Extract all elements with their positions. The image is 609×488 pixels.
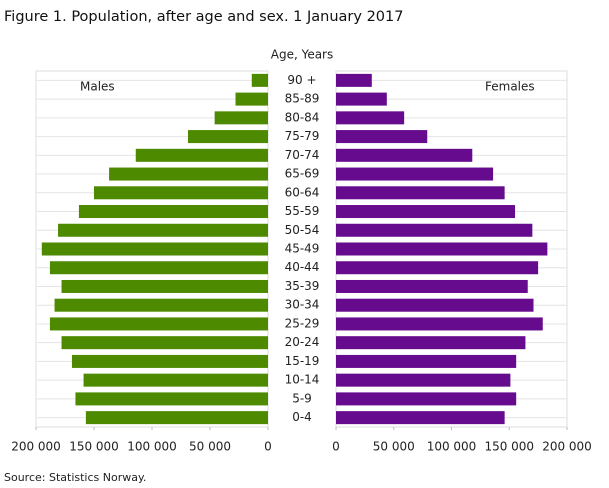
bar bbox=[109, 167, 268, 181]
x-tick-label: 200 000 bbox=[11, 440, 61, 454]
bar bbox=[336, 186, 505, 200]
category-label: 15-19 bbox=[285, 354, 320, 368]
bar bbox=[336, 73, 372, 87]
category-label: 75-79 bbox=[285, 129, 320, 143]
category-label: 25-29 bbox=[285, 316, 320, 330]
x-tick-label: 0 bbox=[264, 440, 272, 454]
legend-label: Males bbox=[80, 80, 115, 94]
bar bbox=[336, 261, 539, 275]
bar bbox=[336, 336, 526, 350]
bar bbox=[336, 373, 511, 387]
category-label: 5-9 bbox=[292, 391, 312, 405]
bar bbox=[251, 73, 268, 87]
bar bbox=[85, 411, 268, 425]
bar bbox=[214, 111, 268, 125]
x-tick-label: 50 000 bbox=[189, 440, 231, 454]
bar bbox=[336, 223, 533, 237]
category-label: 30-34 bbox=[285, 298, 320, 312]
bar bbox=[78, 205, 268, 219]
bar bbox=[336, 167, 494, 181]
bar bbox=[336, 298, 534, 312]
bar bbox=[336, 279, 528, 293]
bar bbox=[61, 279, 268, 293]
category-label: 65-69 bbox=[285, 167, 320, 181]
x-tick-label: 0 bbox=[332, 440, 340, 454]
bar bbox=[135, 148, 268, 162]
bar bbox=[336, 411, 505, 425]
category-label: 10-14 bbox=[285, 373, 320, 387]
bar bbox=[235, 92, 268, 106]
x-tick-label: 100 000 bbox=[427, 440, 477, 454]
bar bbox=[94, 186, 268, 200]
bar bbox=[41, 242, 268, 256]
y-axis-label: Age, Years bbox=[271, 48, 334, 62]
x-tick-label: 150 000 bbox=[484, 440, 534, 454]
bar bbox=[336, 354, 517, 368]
bar bbox=[58, 223, 268, 237]
category-label: 85-89 bbox=[285, 92, 320, 106]
category-label: 90 + bbox=[287, 73, 316, 87]
bar bbox=[336, 130, 428, 144]
bar bbox=[61, 336, 268, 350]
bar bbox=[336, 148, 473, 162]
bar bbox=[336, 111, 405, 125]
source: Source: Statistics Norway. bbox=[4, 471, 146, 484]
bar bbox=[336, 205, 516, 219]
bar bbox=[336, 392, 517, 406]
bar bbox=[49, 261, 268, 275]
bar bbox=[187, 130, 268, 144]
x-tick-label: 50 000 bbox=[373, 440, 415, 454]
category-label: 60-64 bbox=[285, 185, 320, 199]
category-label: 45-49 bbox=[285, 242, 320, 256]
x-tick-label: 100 000 bbox=[127, 440, 177, 454]
category-label: 0-4 bbox=[292, 410, 312, 424]
bar bbox=[83, 373, 268, 387]
bar bbox=[71, 354, 269, 368]
bar bbox=[49, 317, 268, 331]
bar bbox=[75, 392, 268, 406]
bar bbox=[336, 92, 387, 106]
category-label: 70-74 bbox=[285, 148, 320, 162]
legend-label: Females bbox=[485, 80, 535, 94]
category-label: 50-54 bbox=[285, 223, 320, 237]
bar bbox=[336, 317, 543, 331]
x-tick-label: 150 000 bbox=[69, 440, 119, 454]
category-label: 35-39 bbox=[285, 279, 320, 293]
category-label: 55-59 bbox=[285, 204, 320, 218]
bar bbox=[54, 298, 269, 312]
chart-title: Figure 1. Population, after age and sex.… bbox=[4, 9, 403, 25]
category-label: 40-44 bbox=[285, 260, 320, 274]
x-tick-label: 200 000 bbox=[542, 440, 592, 454]
bar bbox=[336, 242, 548, 256]
category-label: 20-24 bbox=[285, 335, 320, 349]
category-label: 80-84 bbox=[285, 110, 320, 124]
